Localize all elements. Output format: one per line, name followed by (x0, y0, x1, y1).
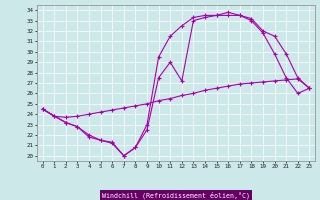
Text: Windchill (Refroidissement éolien,°C): Windchill (Refroidissement éolien,°C) (102, 192, 250, 199)
